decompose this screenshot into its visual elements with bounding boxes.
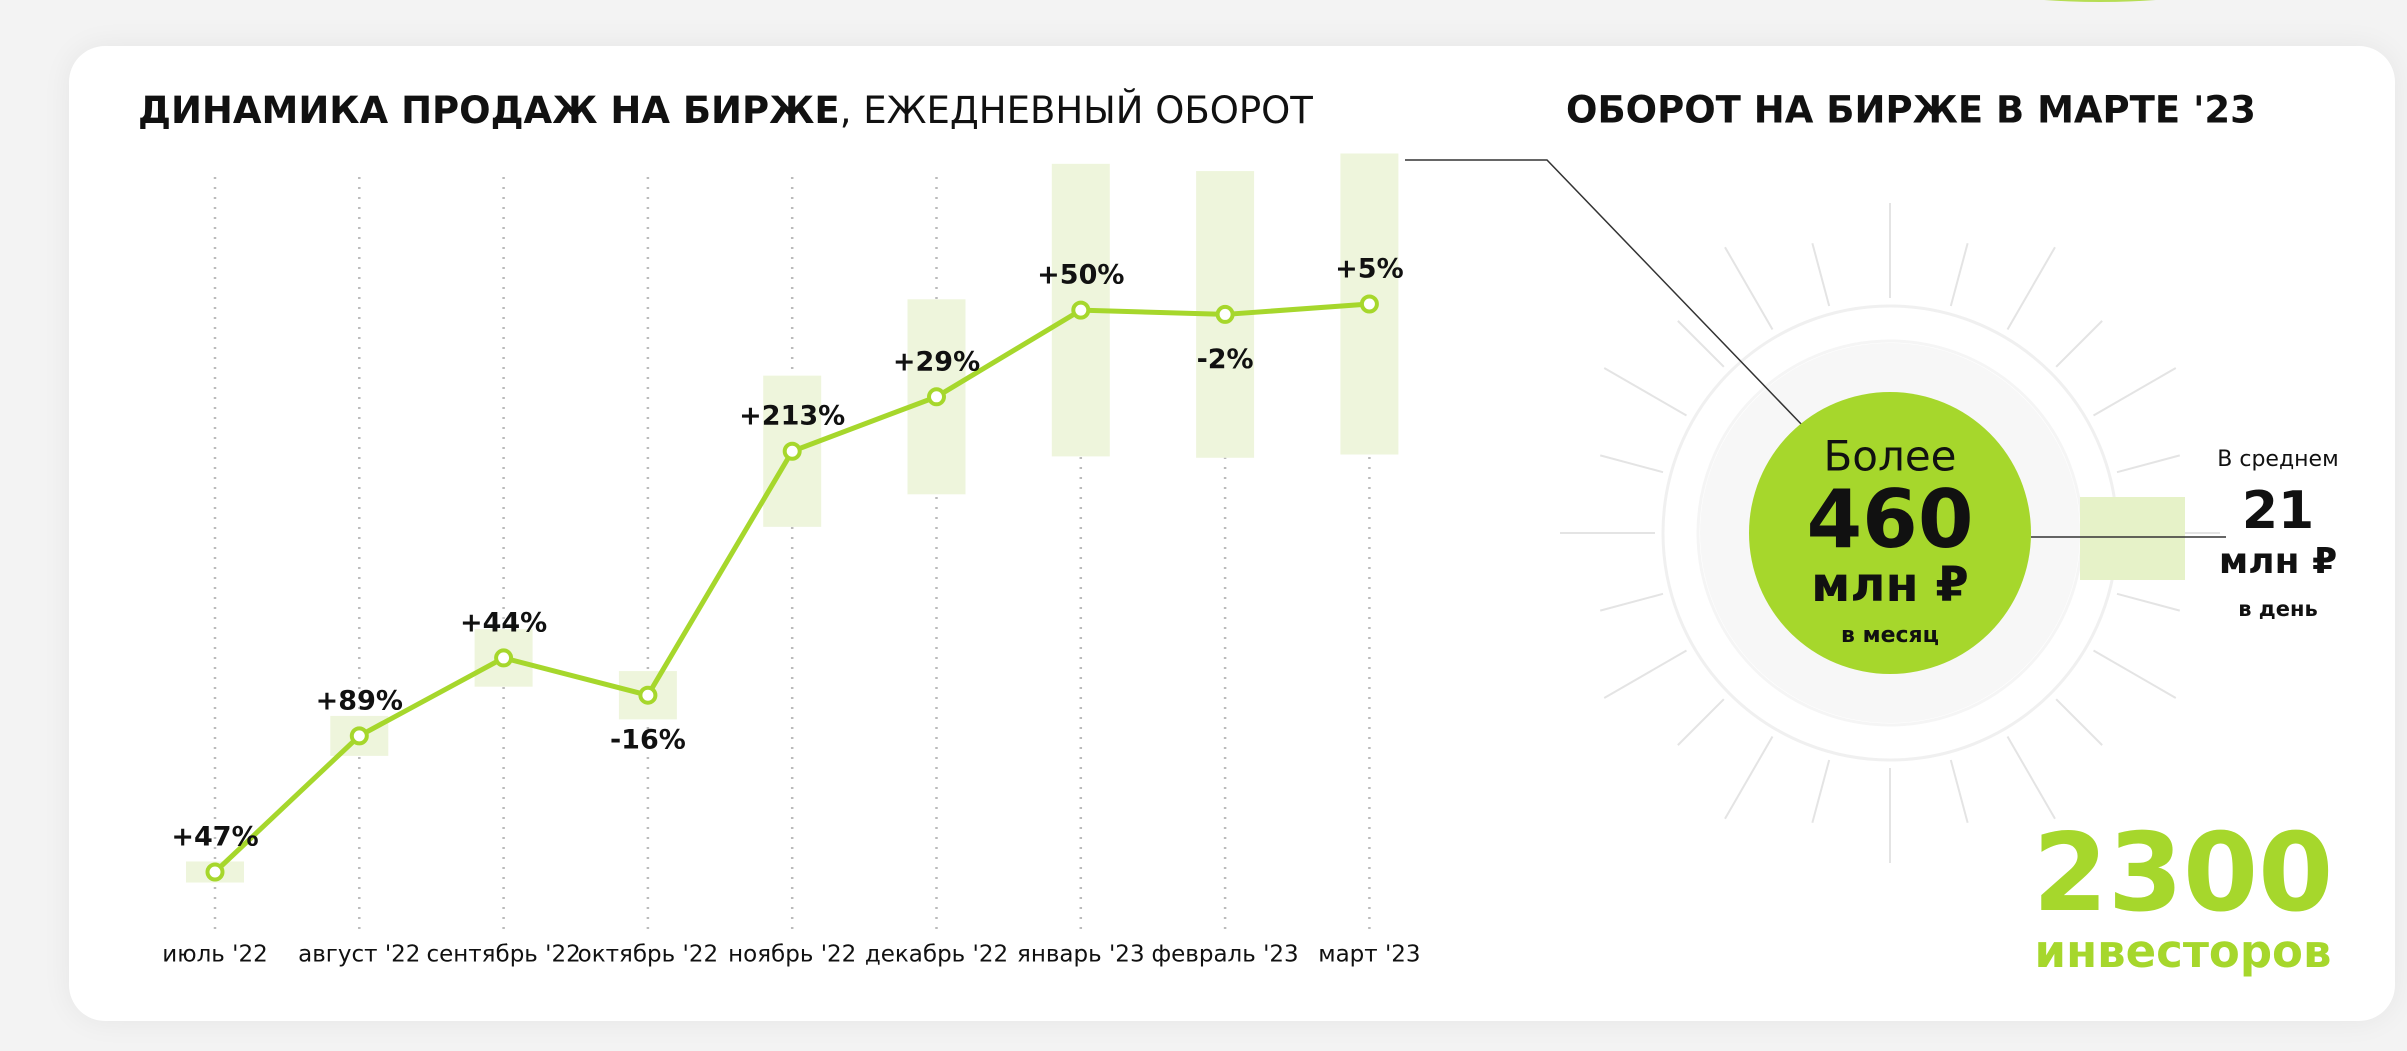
value-label: +50% [1037,260,1124,291]
investors-label: инвесторов [2035,925,2332,978]
ray [1600,594,1663,611]
decor-blob [1940,0,2260,2]
month-value: 460 [1807,473,1974,566]
ray [2008,737,2056,819]
ray [1725,737,1773,819]
ray [2117,455,2180,472]
day-prefix: В среднем [2217,447,2338,472]
value-label: +44% [460,607,547,638]
point [208,865,223,880]
month-suffix: в месяц [1841,623,1939,648]
point [1362,297,1377,312]
ray [2008,247,2056,329]
x-tick-label: август '22 [298,942,420,968]
summary-title: ОБОРОТ НА БИРЖЕ В МАРТЕ '23 [1566,89,2256,132]
value-label: +213% [739,401,845,432]
ray [2094,651,2176,699]
value-label: -16% [610,725,686,756]
value-label: +29% [893,346,980,377]
ray [2117,594,2180,611]
ray [1604,651,1686,699]
ray [1725,247,1773,329]
point [640,688,655,703]
page: ДИНАМИКА ПРОДАЖ НА БИРЖЕ, ЕЖЕДНЕВНЫЙ ОБО… [0,0,2407,1051]
value-label: +89% [316,685,403,716]
ray [2094,368,2176,416]
chart-title: ДИНАМИКА ПРОДАЖ НА БИРЖЕ, ЕЖЕДНЕВНЫЙ ОБО… [138,88,1313,132]
ray [1812,243,1829,306]
value-label: -2% [1197,344,1254,375]
ray [1678,699,1724,745]
ray [1678,321,1724,367]
ray [1951,243,1968,306]
value-label: +5% [1335,254,1403,285]
x-tick-label: июль '22 [162,942,267,968]
x-tick-label: декабрь '22 [865,942,1008,968]
x-tick-label: январь '23 [1017,942,1145,968]
ray [1604,368,1686,416]
ray [1951,760,1968,823]
subtitle: , ЕЖЕДНЕВНЫЙ ОБОРОТ [840,88,1314,132]
investors-value: 2300 [2033,811,2334,936]
chart: ДИНАМИКА ПРОДАЖ НА БИРЖЕ, ЕЖЕДНЕВНЫЙ ОБО… [0,0,2407,1051]
connector [1405,160,1804,427]
point [352,728,367,743]
x-tick-label: октябрь '22 [578,942,718,968]
title-bold: ДИНАМИКА ПРОДАЖ НА БИРЖЕ [138,89,840,132]
point [1218,307,1233,322]
day-unit: млн ₽ [2219,541,2337,582]
value-label: +47% [171,822,258,853]
x-tick-label: ноябрь '22 [728,942,856,968]
ray [2056,321,2102,367]
point [1073,303,1088,318]
ray [2056,699,2102,745]
point [496,650,511,665]
day-value: 21 [2242,481,2314,541]
point [785,444,800,459]
day-suffix: в день [2238,597,2318,621]
ray [1812,760,1829,823]
x-tick-label: сентябрь '22 [426,942,580,968]
point [929,389,944,404]
x-tick-label: март '23 [1318,942,1420,968]
ray [1600,455,1663,472]
day-wedge [2080,497,2185,580]
month-unit: млн ₽ [1811,557,1969,613]
x-tick-label: февраль '23 [1151,942,1298,968]
